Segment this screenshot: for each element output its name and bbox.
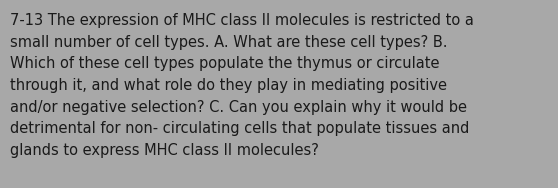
Text: 7-13 The expression of MHC class II molecules is restricted to a
small number of: 7-13 The expression of MHC class II mole… — [10, 13, 474, 158]
